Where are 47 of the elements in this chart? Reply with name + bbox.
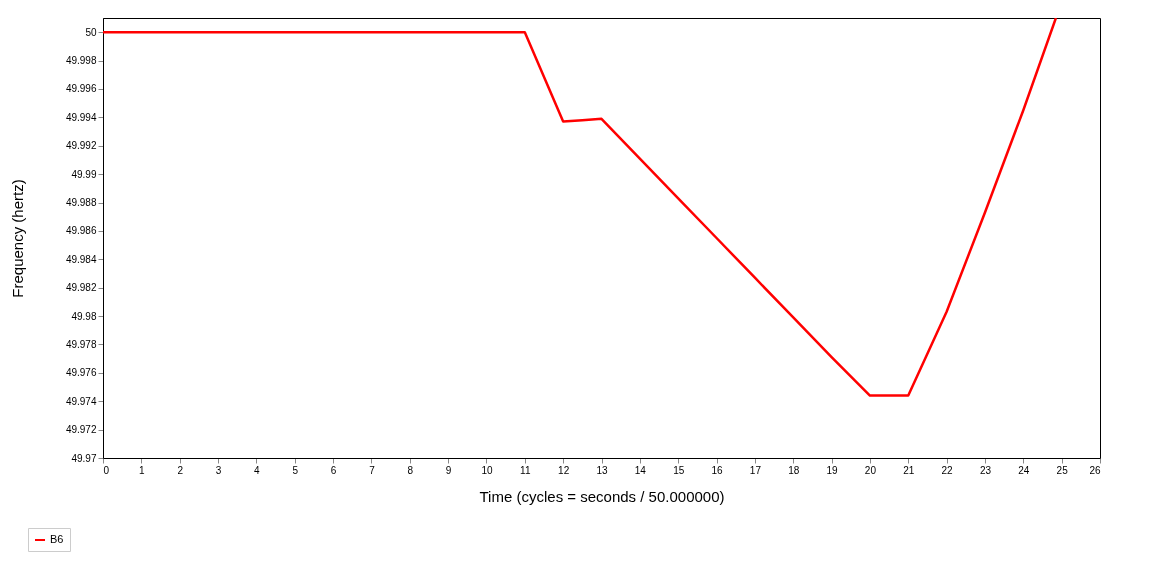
x-tick-label: 15: [673, 464, 685, 476]
x-tick-label: 19: [826, 464, 839, 476]
x-tick-label: 2: [177, 464, 184, 476]
x-tick-label: 9: [445, 464, 452, 476]
x-tick-label: 8: [407, 464, 414, 476]
x-axis-title: Time (cycles = seconds / 50.000000): [479, 487, 725, 505]
y-tick-label: 49.992: [65, 140, 97, 152]
x-tick-label: 1: [139, 464, 146, 476]
x-tick-label: 16: [711, 464, 724, 476]
y-tick-label: 49.99: [71, 168, 97, 180]
y-tick-label: 49.974: [65, 395, 97, 407]
x-tick-label: 23: [979, 464, 992, 476]
y-tick-label: 49.978: [65, 338, 97, 350]
y-axis-title: Frequency (hertz): [8, 179, 26, 298]
y-tick-label: 49.972: [65, 424, 97, 436]
x-tick-label: 22: [941, 464, 954, 476]
y-tick-label: 49.986: [65, 225, 97, 237]
y-tick-label: 49.976: [65, 367, 97, 379]
y-tick-label: 49.982: [65, 282, 97, 294]
x-tick-label: 7: [369, 464, 376, 476]
y-tick-label: 49.988: [65, 197, 97, 209]
x-tick-label: 21: [903, 464, 915, 476]
x-tick-label: 12: [558, 464, 570, 476]
x-tick-label: 3: [215, 464, 222, 476]
x-tick-label: 26: [1089, 464, 1101, 476]
y-tick-label: 49.97: [71, 452, 97, 464]
y-tick-label: 49.998: [65, 55, 97, 67]
x-tick-label: 11: [520, 464, 531, 476]
x-tick-label: 18: [788, 464, 800, 476]
x-tick-label: 0: [103, 464, 110, 476]
y-tick-label: 50: [85, 26, 97, 38]
y-tick-label: 49.984: [65, 253, 97, 265]
x-tick-label: 10: [481, 464, 493, 476]
x-tick-label: 6: [330, 464, 337, 476]
x-tick-label: 17: [749, 464, 762, 476]
y-tick-label: 49.996: [65, 83, 97, 95]
x-tick-label: 5: [292, 464, 299, 476]
y-tick-label: 49.98: [71, 310, 97, 322]
x-tick-label: 25: [1056, 464, 1069, 476]
x-tick-label: 14: [634, 464, 647, 476]
y-tick-label: 49.994: [65, 111, 97, 123]
x-tick-label: 4: [254, 464, 261, 476]
line-series: [103, 18, 1058, 397]
x-tick-label: 24: [1018, 464, 1030, 476]
x-tick-label: 13: [596, 464, 608, 476]
legend-label: B6: [50, 533, 64, 545]
x-tick-label: 20: [864, 464, 877, 476]
